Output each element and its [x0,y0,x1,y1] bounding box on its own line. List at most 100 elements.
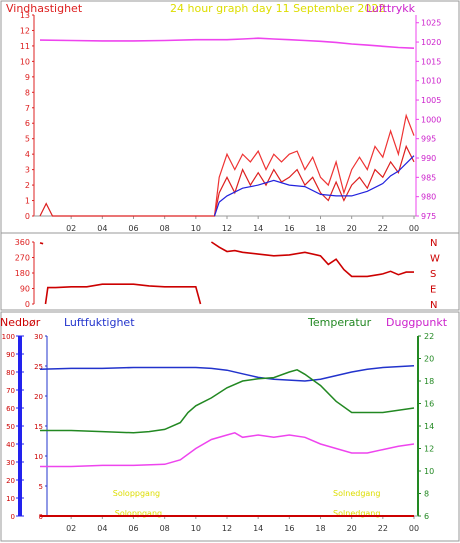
dir-tick-label: 0 [25,300,30,309]
precip-label: Nedbør [0,316,41,329]
pressure-line [39,37,415,49]
dewpoint-label: Duggpunkt [386,316,448,329]
left-tick-label: 1 [25,197,30,206]
chart-title: 24 hour graph day 11 September 2022 [170,2,385,15]
x-tick-label: 12 [222,524,232,533]
dir-tick-label: 90 [20,285,30,294]
bottom-panel-frame [0,311,460,542]
temp-tick-label: 14 [424,422,434,431]
temperature-line [40,368,415,434]
direction-panel-frame [0,232,460,311]
compass-label: W [430,254,440,265]
temp-tick-label: 16 [424,400,434,409]
x-tick-label: 00 [409,224,419,233]
x-tick-label: 02 [66,224,76,233]
wind-direction-line [39,242,44,245]
x-tick-label: 14 [253,224,263,233]
temp-tick-label: 18 [424,377,434,386]
x-tick-label: 16 [284,224,294,233]
precip-tick-label: 70 [6,387,15,395]
wind-direction-line [210,241,414,278]
temp-tick-label: 20 [424,355,434,364]
left-tick-label: 5 [25,135,30,144]
wind_avg-line [213,155,415,217]
x-tick-label: 22 [378,224,388,233]
left-tick-label: 0 [25,212,30,221]
x-tick-label: 20 [347,224,357,233]
left-tick-label: 11 [20,42,30,51]
sun-label: Soloppgang [115,509,162,518]
pressure-label: Lufttrykk [366,2,416,15]
right-tick-label: 1015 [421,57,441,66]
sun-label: Solnedgang [333,509,380,518]
precip-tick-label: 90 [6,351,15,359]
temp-tick-label: 6 [424,512,429,521]
right-tick-label: 995 [421,135,436,144]
precip-tick-label: 0 [11,513,15,521]
left-tick-label: 13 [20,11,30,20]
precip-tick-label: 60 [6,405,15,413]
dir-tick-label: 270 [15,254,30,263]
temperature-label: Temperatur [307,316,372,329]
right-tick-label: 1010 [421,77,441,86]
precip-tick-label: 80 [6,369,15,377]
humidity-tick-label: 20 [34,393,43,401]
x-tick-label: 12 [222,224,232,233]
precip-tick-label: 20 [6,477,15,485]
right-tick-label: 975 [421,212,436,221]
right-tick-label: 1020 [421,38,441,47]
x-tick-label: 08 [160,224,170,233]
x-tick-label: 08 [160,524,170,533]
left-tick-label: 7 [25,104,30,113]
left-tick-label: 12 [20,26,30,35]
precip-tick-label: 10 [6,495,15,503]
humidity-tick-label: 25 [34,363,43,371]
wind-speed-label: Vindhastighet [6,2,83,15]
right-tick-label: 990 [421,154,436,163]
left-tick-label: 8 [25,88,30,97]
precip-tick-label: 30 [6,459,15,467]
sun-label: Soloppgang [113,489,160,498]
dir-tick-label: 360 [15,238,30,247]
compass-label: S [430,269,436,280]
precip-tick-label: 40 [6,441,15,449]
right-tick-label: 985 [421,173,436,182]
x-tick-label: 18 [315,524,325,533]
x-tick-label: 18 [315,224,325,233]
right-tick-label: 980 [421,193,436,202]
x-tick-label: 04 [97,524,107,533]
precip-tick-label: 50 [6,423,15,431]
humidity-tick-label: 30 [34,333,43,341]
wind-line [39,144,415,217]
compass-label: N [430,300,437,311]
gust-line [213,113,415,217]
left-tick-label: 4 [25,150,30,159]
humidity-tick-label: 5 [39,483,43,491]
x-tick-label: 02 [66,524,76,533]
humidity-tick-label: 10 [34,453,43,461]
right-tick-label: 1005 [421,96,441,105]
sun-label: Solnedgang [333,489,380,498]
temp-tick-label: 10 [424,467,434,476]
temp-tick-label: 12 [424,445,434,454]
dewpoint-line [40,431,415,468]
temp-tick-label: 8 [424,490,429,499]
left-tick-label: 10 [20,57,30,66]
x-tick-label: 10 [191,224,201,233]
left-tick-label: 3 [25,166,30,175]
humidity-label: Luftfuktighet [64,316,135,329]
left-tick-label: 6 [25,119,30,128]
temp-tick-label: 22 [424,332,434,341]
left-tick-label: 9 [25,73,30,82]
precip-tick-label: 100 [2,333,15,341]
x-tick-label: 20 [347,524,357,533]
right-tick-label: 1025 [421,19,441,28]
x-tick-label: 00 [409,524,419,533]
left-tick-label: 2 [25,181,30,190]
dir-tick-label: 180 [15,269,30,278]
wind-direction-line [44,283,202,305]
compass-label: E [430,285,436,296]
x-tick-label: 10 [191,524,201,533]
humidity-tick-label: 15 [34,423,43,431]
